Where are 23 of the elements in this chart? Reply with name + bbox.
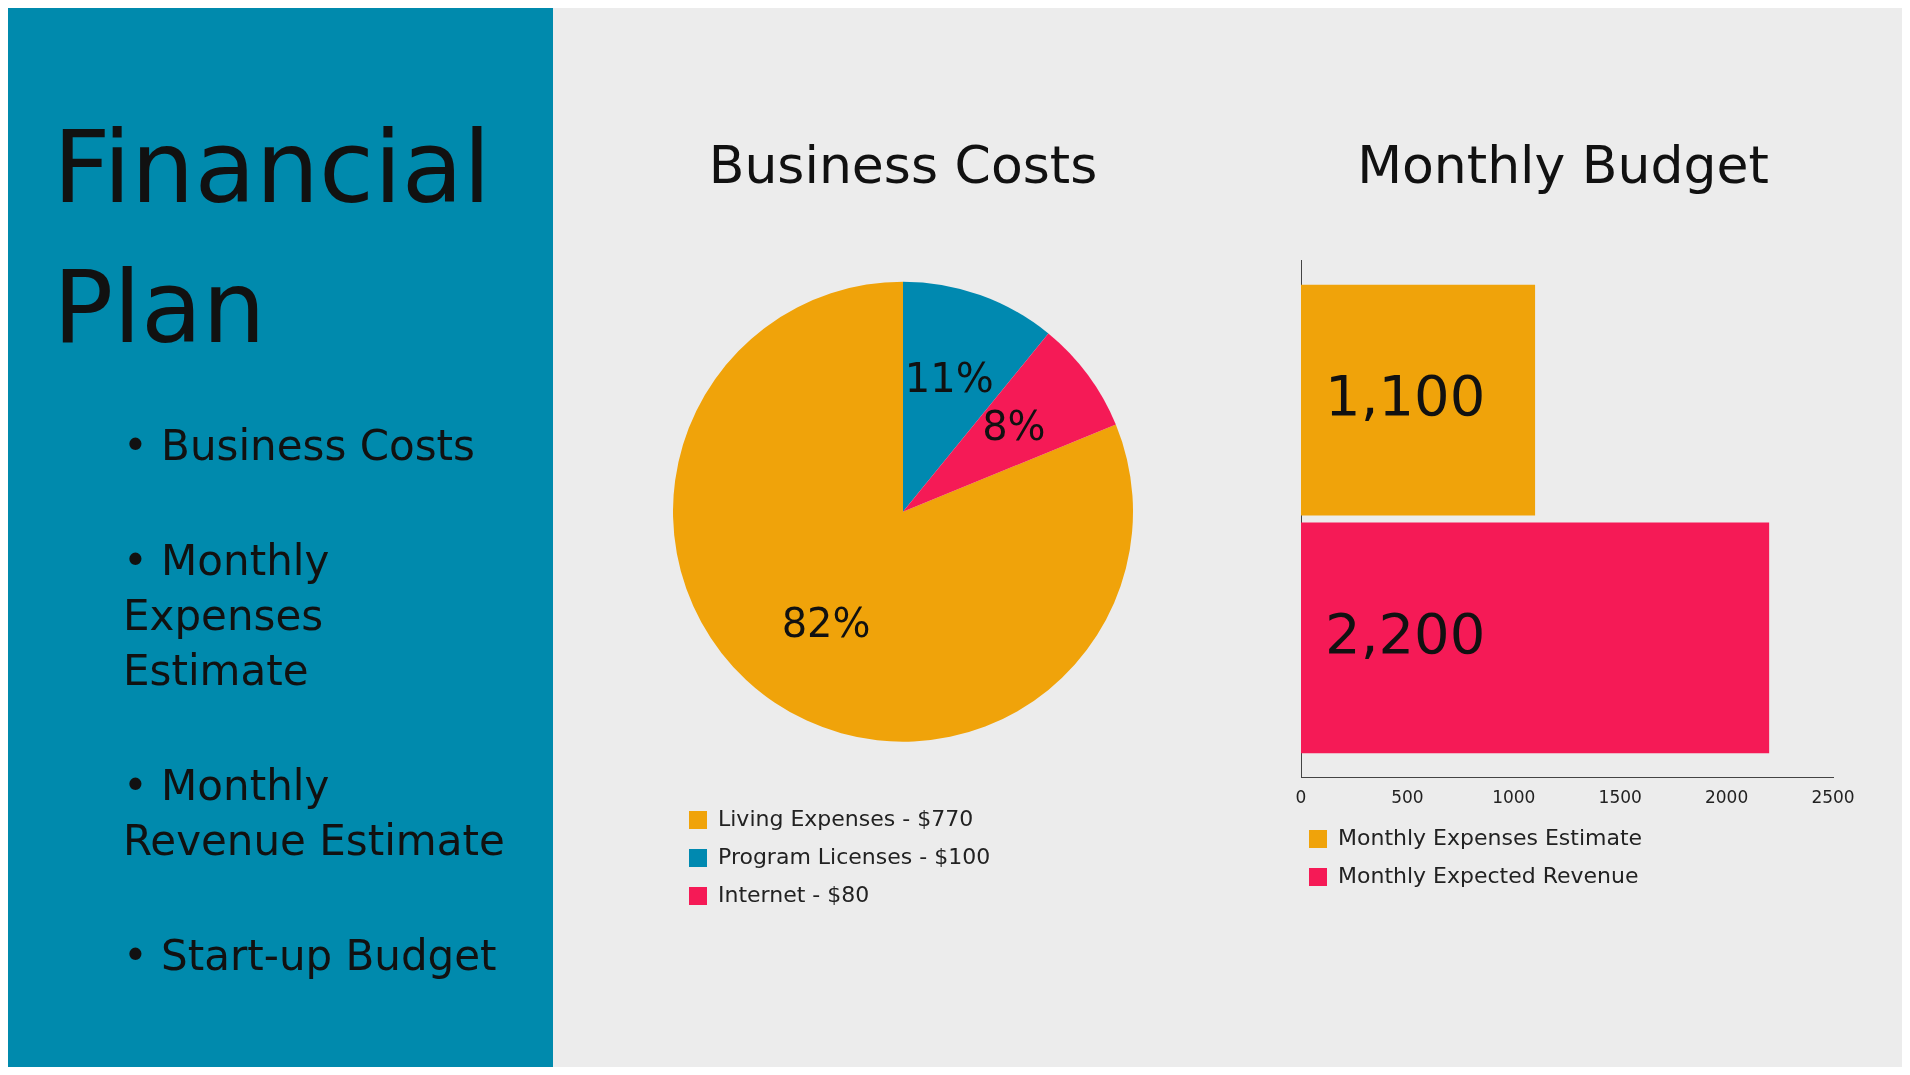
legend-label: Program Licenses - $100 [718, 843, 991, 869]
x-tick-label: 2500 [1811, 787, 1855, 808]
data-label: 1,100 [1325, 362, 1486, 428]
legend-label: Living Expenses - $770 [718, 805, 974, 831]
x-tick-label: 500 [1391, 787, 1424, 808]
text: Financial Plan [53, 108, 492, 368]
legend-label: Monthly Expenses Estimate [1338, 824, 1643, 850]
x-tick-label: 2000 [1704, 787, 1749, 808]
legend-label: Internet - $80 [718, 881, 870, 907]
text: • Start-up Budget [123, 930, 498, 982]
chart-title: Monthly Budget [1357, 134, 1769, 195]
x-tick-label: 1000 [1492, 787, 1536, 808]
text: • Monthly Revenue Estimate [123, 760, 506, 867]
data-label: 82% [781, 599, 871, 646]
text: • Monthly Expenses Estimate [123, 535, 331, 697]
x-tick-label: 1500 [1598, 787, 1642, 808]
legend-label: Monthly Expected Revenue [1338, 862, 1639, 888]
data-label: 8% [982, 402, 1046, 449]
data-label: 2,200 [1325, 600, 1486, 666]
data-label: 11% [904, 355, 994, 402]
chart-title: Business Costs [708, 134, 1098, 195]
text: • Business Costs [123, 420, 476, 472]
x-tick-label: 0 [1295, 787, 1307, 808]
